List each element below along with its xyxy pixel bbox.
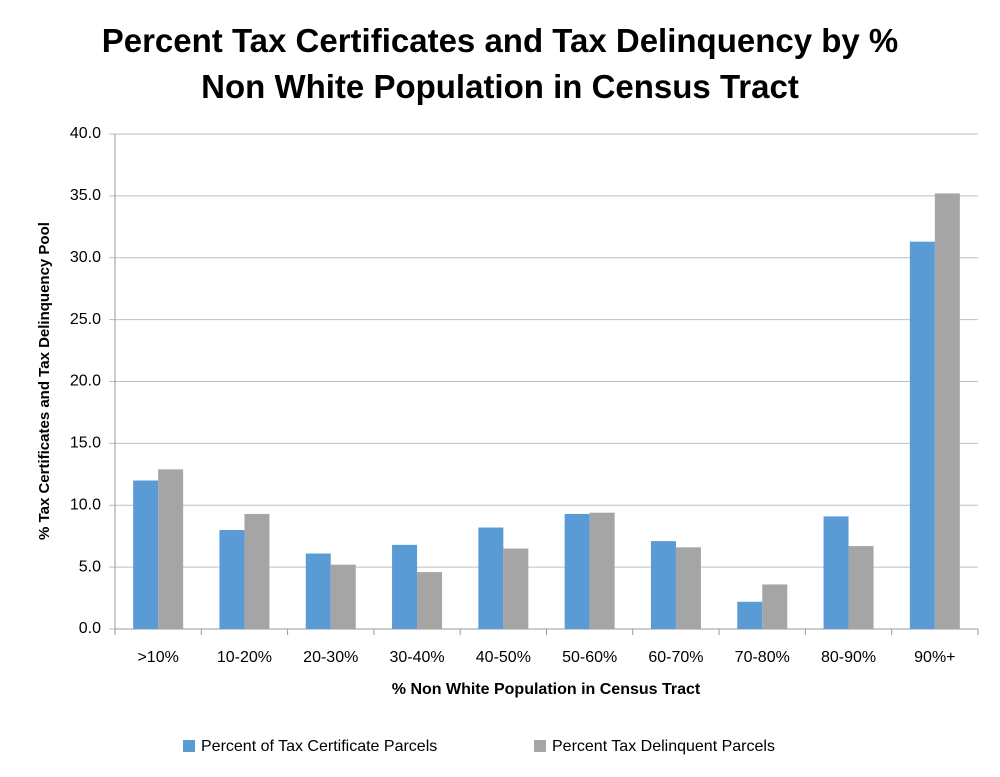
bar (934, 193, 960, 629)
bar (650, 541, 676, 629)
x-tick-label: 50-60% (562, 649, 617, 666)
bar (244, 513, 270, 629)
bar (305, 553, 331, 629)
bar (392, 544, 418, 629)
bar (762, 584, 788, 629)
y-tick-label: 0.0 (79, 620, 101, 637)
x-tick-label: 40-50% (476, 649, 531, 666)
y-tick-label: 15.0 (70, 435, 101, 452)
y-tick-label: 5.0 (79, 558, 101, 575)
y-tick-label: 10.0 (70, 496, 101, 513)
bar (158, 469, 184, 629)
bar (823, 516, 849, 629)
y-tick-label: 25.0 (70, 311, 101, 328)
bar (503, 548, 529, 629)
bar (564, 513, 590, 629)
y-tick-label: 30.0 (70, 249, 101, 266)
x-tick-label: 70-80% (735, 649, 790, 666)
x-tick-label: 90%+ (914, 649, 955, 666)
x-tick-label: 80-90% (821, 649, 876, 666)
bar (589, 512, 615, 629)
bar (219, 530, 245, 629)
bar (675, 547, 701, 629)
x-tick-label: >10% (137, 649, 178, 666)
legend-label: Percent of Tax Certificate Parcels (201, 738, 437, 755)
legend-swatch (183, 740, 195, 752)
bar (417, 572, 443, 629)
x-tick-label: 20-30% (303, 649, 358, 666)
bar (737, 601, 763, 629)
x-tick-label: 30-40% (389, 649, 444, 666)
bar (133, 480, 159, 629)
y-tick-label: 20.0 (70, 373, 101, 390)
legend-swatch (534, 740, 546, 752)
bar (848, 546, 874, 629)
y-tick-label: 40.0 (70, 125, 101, 142)
y-tick-label: 35.0 (70, 187, 101, 204)
legend-label: Percent Tax Delinquent Parcels (552, 738, 775, 755)
x-axis-title: % Non White Population in Census Tract (392, 681, 701, 698)
x-tick-label: 60-70% (648, 649, 703, 666)
bar (330, 564, 356, 629)
y-axis-title: % Tax Certificates and Tax Delinquency P… (36, 222, 53, 540)
x-tick-label: 10-20% (217, 649, 272, 666)
bar (909, 241, 935, 629)
bar (478, 527, 504, 629)
chart-title: Percent Tax Certificates and Tax Delinqu… (101, 22, 899, 105)
